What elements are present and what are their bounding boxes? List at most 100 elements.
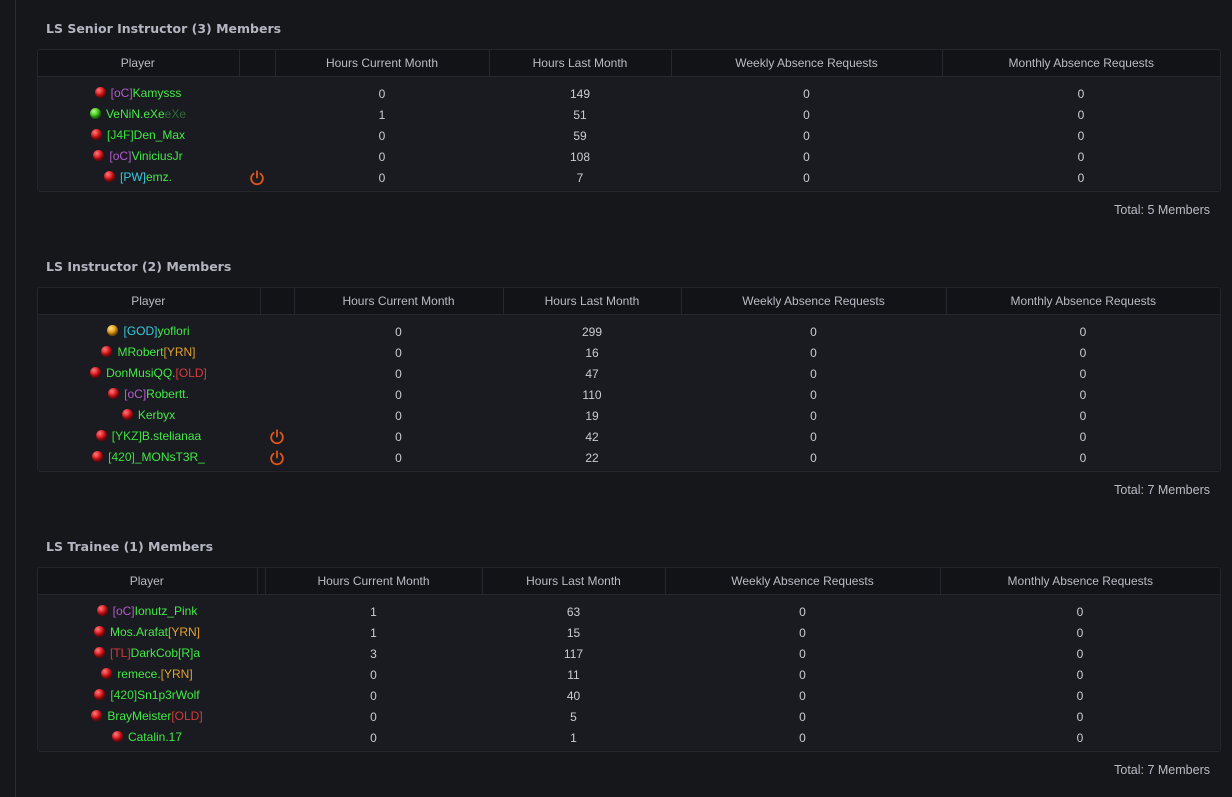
player-entry[interactable]: [YKZ]B.stelianaa (95, 429, 201, 443)
table-row: [YKZ]B.stelianaa 0 42 0 0 (37, 426, 1220, 447)
player-entry[interactable]: [420]Sn1p3rWolf (94, 688, 200, 702)
column-header-player[interactable]: Player (37, 288, 261, 315)
column-header-player[interactable]: Player (37, 568, 258, 595)
power-icon (270, 428, 284, 444)
player-entry[interactable]: MRobert[YRN] (101, 345, 196, 359)
monthly-absence-requests: 0 (1076, 604, 1084, 619)
table-row: Mos.Arafat[YRN] 1 15 0 0 (37, 622, 1220, 643)
player-name: [420]Sn1p3rWolf (110, 688, 199, 702)
player-entry[interactable]: Kerbyx (121, 408, 175, 422)
column-header-hours-current[interactable]: Hours Current Month (275, 50, 490, 77)
monthly-absence-requests: 0 (1076, 646, 1084, 661)
player-nickname: Catalin.17 (127, 729, 183, 744)
status-offline-icon (90, 367, 102, 379)
clan-tag: [oC] (124, 386, 147, 401)
player-nickname: Mos.Arafat (109, 624, 168, 639)
hours-current-month: 3 (370, 646, 377, 661)
status-offline-icon (121, 409, 133, 421)
weekly-absence-requests: 0 (810, 345, 817, 360)
column-header-actions (260, 288, 295, 315)
monthly-absence-requests: 0 (1079, 408, 1087, 423)
player-entry[interactable]: Mos.Arafat[YRN] (93, 624, 200, 639)
actions-cell (257, 727, 265, 750)
player-name: [J4F]Den_Max (107, 128, 185, 142)
column-header-hours-current[interactable]: Hours Current Month (265, 568, 483, 595)
column-header-player[interactable]: Player (37, 50, 240, 77)
player-entry[interactable]: [oC]Kamysss (94, 86, 182, 100)
player-nickname: DarkCob[R]a (130, 645, 201, 660)
hours-current-month: 0 (370, 709, 377, 724)
hours-current-month: 0 (370, 730, 377, 745)
hours-current-month: 0 (378, 128, 386, 143)
player-entry[interactable]: Catalin.17 (111, 729, 183, 744)
hours-last-month: 5 (570, 709, 577, 724)
status-offline-icon (101, 668, 113, 680)
hours-current-month: 0 (370, 688, 377, 703)
player-name: [oC]Kamysss (111, 86, 182, 100)
player-entry[interactable]: [J4F]Den_Max (90, 128, 185, 142)
player-entry[interactable]: [420]_MONsT3R_ (92, 450, 205, 464)
weekly-absence-requests: 0 (803, 149, 810, 164)
player-name: Kerbyx (138, 408, 175, 422)
player-entry[interactable]: BrayMeister[OLD] (91, 709, 203, 723)
clan-tag: [420] (108, 449, 135, 464)
weekly-absence-requests: 0 (799, 604, 806, 619)
hours-current-month: 1 (370, 625, 377, 640)
status-offline-icon (103, 171, 115, 183)
column-header-hours-last[interactable]: Hours Last Month (503, 288, 682, 315)
status-offline-icon (94, 689, 106, 701)
monthly-absence-requests: 0 (1076, 688, 1084, 703)
player-cell: [oC]Ionutz_Pink (37, 595, 257, 623)
column-header-weekly-absence[interactable]: Weekly Absence Requests (681, 288, 947, 315)
player-entry[interactable]: [oC]Ionutz_Pink (96, 603, 197, 618)
column-header-hours-last[interactable]: Hours Last Month (489, 50, 672, 77)
actions-cell (260, 384, 294, 405)
column-header-weekly-absence[interactable]: Weekly Absence Requests (671, 50, 943, 77)
name-suffix: [YRN] (160, 666, 193, 681)
player-nickname: DonMusiQQ. (106, 365, 176, 380)
weekly-absence-requests: 0 (810, 429, 817, 444)
column-header-monthly-absence[interactable]: Monthly Absence Requests (940, 568, 1220, 595)
clan-tag: [oC] (110, 85, 133, 100)
weekly-absence-requests: 0 (810, 366, 817, 381)
monthly-absence-requests: 0 (1076, 730, 1084, 745)
player-entry[interactable]: VeNiN.eXeeXe (89, 107, 186, 121)
clan-tag: [oC] (112, 603, 135, 618)
monthly-absence-requests: 0 (1076, 709, 1084, 724)
actions-cell (257, 706, 265, 727)
player-entry[interactable]: [oC]Robertt. (108, 387, 189, 401)
status-offline-icon (91, 710, 103, 722)
column-header-actions (257, 568, 266, 595)
player-cell: [GOD]yoflori (37, 315, 260, 343)
status-offline-icon (90, 129, 102, 141)
weekly-absence-requests: 0 (799, 667, 806, 682)
column-header-hours-current[interactable]: Hours Current Month (294, 288, 504, 315)
player-entry[interactable]: [TL]DarkCob[R]a (93, 645, 201, 660)
status-away-icon (107, 325, 119, 337)
player-entry[interactable]: DonMusiQQ.[OLD] (90, 366, 207, 380)
table-row: DonMusiQQ.[OLD] 0 47 0 0 (37, 363, 1220, 384)
player-entry[interactable]: [PW]emz. (103, 170, 172, 184)
column-header-weekly-absence[interactable]: Weekly Absence Requests (665, 568, 941, 595)
column-header-monthly-absence[interactable]: Monthly Absence Requests (942, 50, 1220, 77)
members-table: Player Hours Current Month Hours Last Mont… (37, 50, 1220, 190)
player-entry[interactable]: [GOD]yoflori (107, 324, 190, 338)
table-row: Kerbyx 0 19 0 0 (37, 405, 1220, 426)
power-icon (270, 449, 284, 465)
actions-cell (260, 447, 294, 470)
monthly-absence-requests: 0 (1077, 128, 1085, 143)
members-table: Player Hours Current Month Hours Last Mont… (37, 568, 1220, 750)
player-entry[interactable]: remece.[YRN] (101, 666, 193, 681)
table-row: [TL]DarkCob[R]a 3 117 0 0 (37, 643, 1220, 664)
weekly-absence-requests: 0 (799, 730, 806, 745)
status-offline-icon (111, 731, 123, 743)
column-header-monthly-absence[interactable]: Monthly Absence Requests (946, 288, 1220, 315)
player-entry[interactable]: [oC]ViniciusJr (93, 149, 183, 163)
column-header-hours-last[interactable]: Hours Last Month (482, 568, 666, 595)
column-header-actions (239, 50, 276, 77)
player-cell: [YKZ]B.stelianaa (37, 426, 260, 447)
player-cell: [TL]DarkCob[R]a (37, 643, 257, 664)
members-table: Player Hours Current Month Hours Last Mont… (37, 288, 1220, 470)
player-nickname: Kamysss (132, 85, 182, 100)
weekly-absence-requests: 0 (803, 170, 810, 185)
